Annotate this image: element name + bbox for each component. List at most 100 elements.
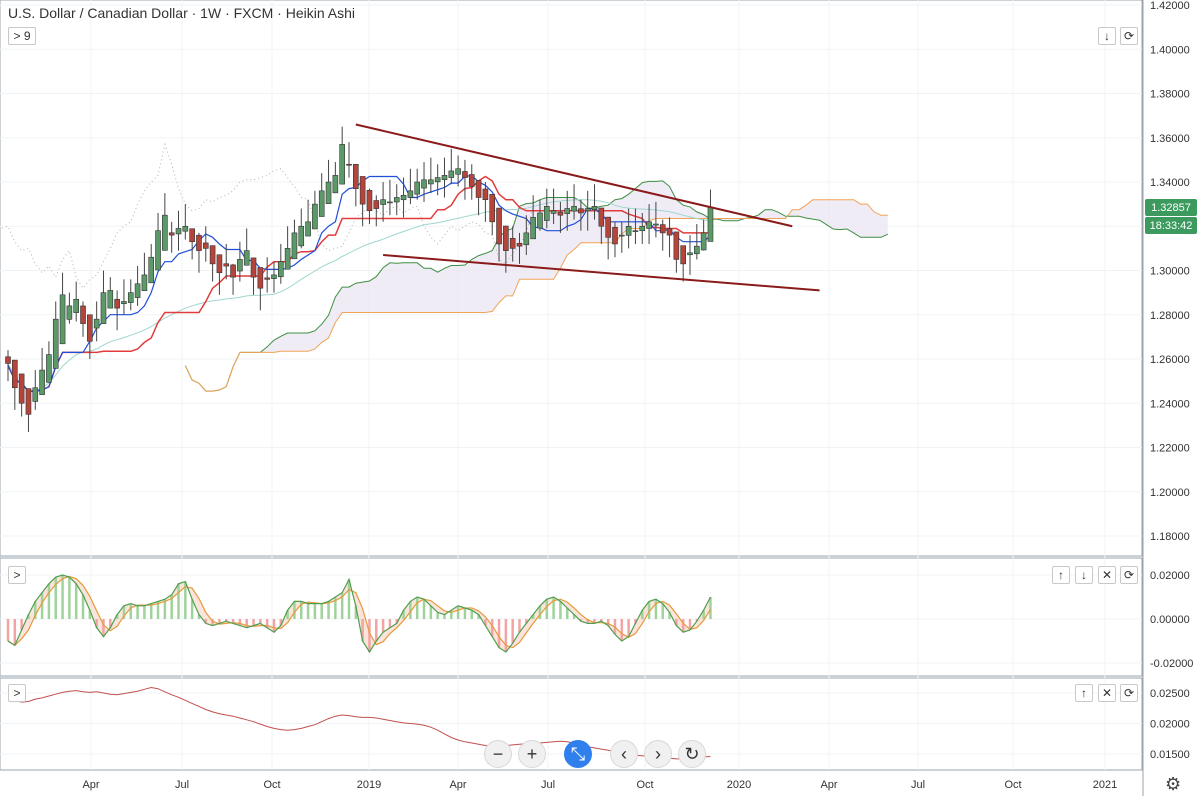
scroll-right-button[interactable]: › — [644, 740, 672, 768]
volatility-pane-toggle-button[interactable]: > — [8, 684, 26, 702]
candle-body — [291, 232, 298, 260]
main-pane-down-button[interactable]: ↓ — [1098, 27, 1116, 45]
refresh-icon: ↻ — [684, 743, 700, 764]
arrow-up-icon: ↑ — [1081, 686, 1087, 700]
volatility-pane-maximize-button[interactable]: ⟳ — [1120, 684, 1138, 702]
candle-body — [100, 292, 107, 324]
candle-body — [441, 175, 448, 181]
oscillator-pane-down-button[interactable]: ↓ — [1075, 566, 1093, 584]
candle-body — [271, 274, 277, 279]
oscillator-pane-close-button[interactable]: ✕ — [1098, 566, 1116, 584]
y-tick-label: 1.22000 — [1150, 443, 1190, 455]
arrow-up-icon: ↑ — [1058, 568, 1064, 582]
candle-body — [80, 305, 86, 324]
candle-body — [332, 175, 339, 194]
zoom-out-button[interactable]: − — [484, 740, 512, 768]
x-tick-label: Jul — [541, 779, 555, 791]
candle-body — [250, 257, 257, 278]
candle-body — [18, 373, 25, 404]
candle-body — [353, 163, 359, 189]
y-tick-label: 0.00000 — [1150, 614, 1190, 626]
candle-body — [393, 197, 400, 203]
candle-body — [448, 170, 455, 178]
x-tick-label: 2019 — [357, 779, 381, 791]
candle-body — [182, 225, 189, 232]
x-tick-label: Oct — [1004, 779, 1021, 791]
x-tick-label: Oct — [263, 779, 280, 791]
candle-body — [32, 387, 39, 402]
y-tick-label: 1.28000 — [1150, 310, 1190, 322]
y-tick-label: 1.40000 — [1150, 44, 1190, 56]
candle-body — [202, 242, 209, 249]
candle-body — [325, 181, 332, 204]
close-icon: ✕ — [1101, 686, 1113, 700]
zoom-in-button[interactable]: + — [518, 740, 546, 768]
candle-body — [578, 208, 584, 214]
candle-body — [659, 224, 666, 234]
indicator-count: 9 — [23, 29, 31, 43]
candle-body — [305, 221, 311, 237]
volatility-pane-close-button[interactable]: ✕ — [1098, 684, 1116, 702]
candle-body — [387, 201, 393, 204]
candle-body — [428, 179, 434, 185]
candle-body — [455, 168, 461, 175]
volatility-pane-up-button[interactable]: ↑ — [1075, 684, 1093, 702]
chevron-right-icon: › — [655, 743, 661, 764]
candle-body — [564, 208, 571, 214]
candle-body — [503, 225, 509, 251]
candle-body — [618, 234, 625, 237]
candle-body — [639, 225, 646, 232]
candle-body — [366, 189, 373, 212]
candle-body — [25, 388, 32, 415]
main-pane-maximize-button[interactable]: ⟳ — [1120, 27, 1138, 45]
candle-body — [496, 207, 502, 245]
candle-body — [243, 250, 250, 266]
candle-body — [482, 188, 489, 200]
y-tick-label: 1.38000 — [1150, 89, 1190, 101]
candle-body — [673, 231, 680, 260]
candle-body — [591, 206, 598, 210]
compress-icon: ⤡ — [570, 743, 586, 764]
candle-body — [264, 277, 270, 280]
candle-body — [646, 221, 652, 229]
y-tick-label: 1.42000 — [1150, 0, 1190, 12]
candle-body — [653, 223, 659, 226]
oscillator-pane-up-button[interactable]: ↑ — [1052, 566, 1070, 584]
candle-body — [571, 206, 577, 212]
reset-chart-button[interactable]: ⤡ — [564, 740, 592, 768]
oscillator-pane-toggle-button[interactable]: > — [8, 566, 26, 584]
scroll-left-button[interactable]: ‹ — [610, 740, 638, 768]
y-tick-label: 0.01500 — [1150, 749, 1190, 761]
trendline — [355, 123, 793, 228]
y-tick-label: 1.24000 — [1150, 398, 1190, 410]
candle-body — [298, 225, 305, 247]
leading-span-a — [184, 180, 889, 392]
settings-gear-icon[interactable]: ⚙ — [1165, 774, 1182, 794]
arrow-down-icon: ↓ — [1104, 29, 1110, 43]
candle-body — [107, 290, 114, 309]
chevron-right-icon: > — [13, 686, 21, 700]
oscillator-fill — [8, 575, 711, 652]
candle-body — [666, 228, 673, 236]
candle-body — [46, 354, 52, 383]
candle-body — [468, 174, 475, 187]
candle-body — [359, 176, 366, 205]
x-tick-label: Apr — [449, 779, 466, 791]
ichimoku-cloud — [185, 180, 888, 392]
candle-body — [312, 203, 318, 230]
refresh-button[interactable]: ↻ — [678, 740, 706, 768]
moving-average-line — [7, 199, 711, 393]
candle-body — [73, 298, 79, 313]
indicators-toggle-button[interactable]: > 9 — [8, 27, 36, 45]
candle-body — [168, 232, 175, 236]
candle-body — [475, 180, 482, 198]
maximize-icon: ⟳ — [1123, 686, 1135, 700]
x-tick-label: Apr — [820, 779, 837, 791]
candle-body — [59, 294, 66, 345]
oscillator-pane-maximize-button[interactable]: ⟳ — [1120, 566, 1138, 584]
leading-span-b — [184, 199, 888, 392]
y-tick-label: 1.36000 — [1150, 133, 1190, 145]
candle-body — [537, 212, 543, 229]
candle-body — [598, 207, 605, 227]
